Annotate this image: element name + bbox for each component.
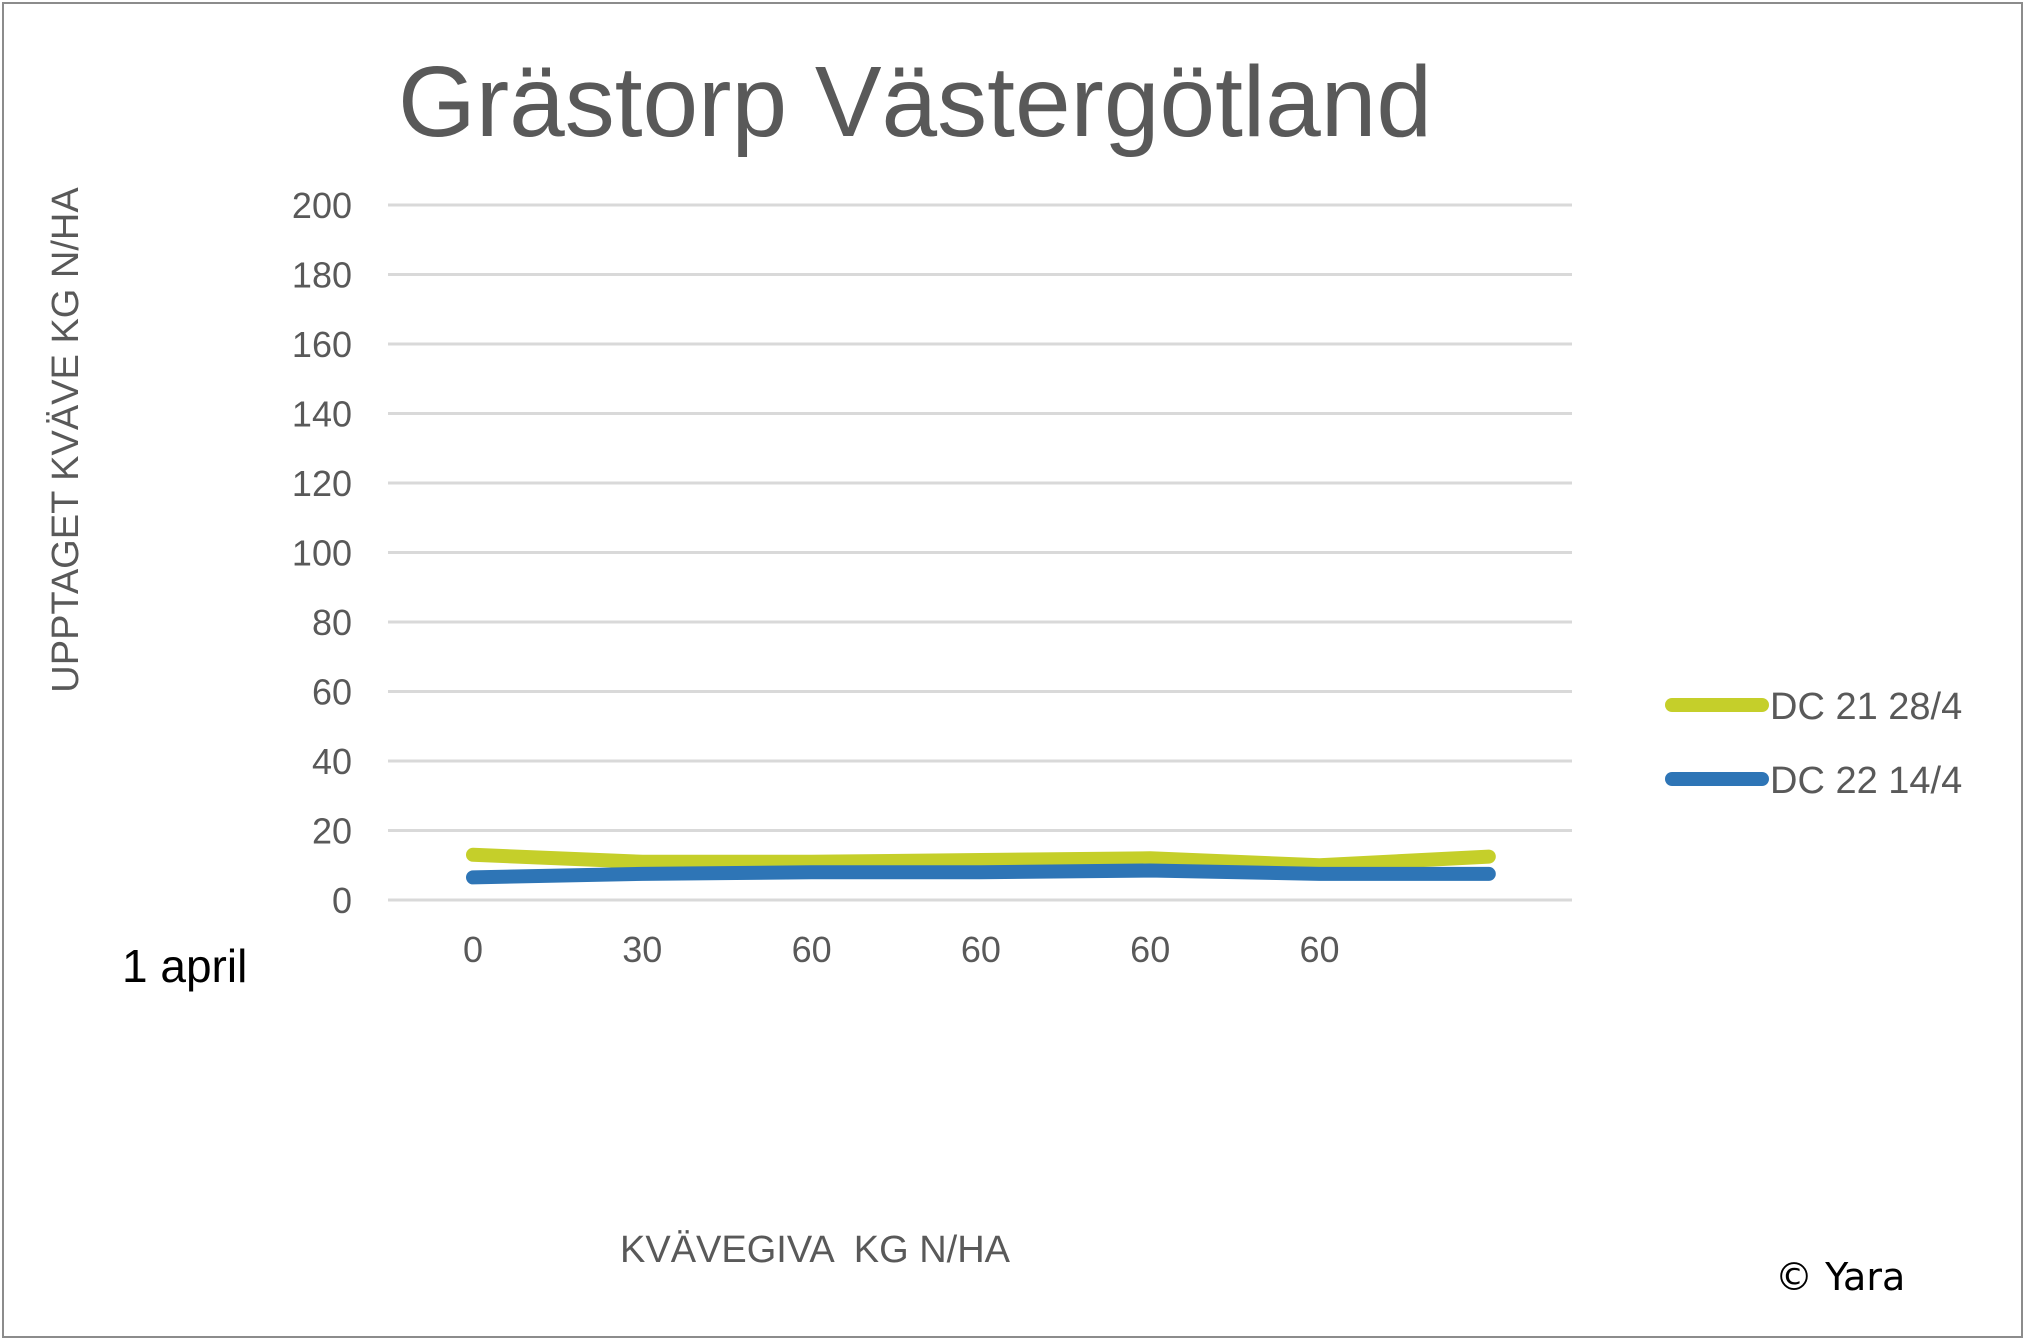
date-annotation: 1 april [122, 940, 247, 992]
x-tick-labels: 0 30 60 60 60 60 [463, 929, 1340, 970]
x-tick-label: 30 [622, 929, 662, 970]
x-tick-label: 60 [961, 929, 1001, 970]
y-tick-label: 80 [312, 602, 352, 643]
copyright-text: © Yara [1775, 1255, 1905, 1299]
series-line-2 [466, 863, 1496, 885]
x-tick-label: 60 [1299, 929, 1339, 970]
x-tick-label: 60 [792, 929, 832, 970]
y-tick-labels: 0 20 40 60 80 100 120 140 160 180 200 [292, 185, 352, 921]
y-tick-label: 60 [312, 672, 352, 713]
chart-title: Grästorp Västergötland [398, 46, 1432, 158]
series-lines [466, 847, 1496, 885]
x-tick-label: 60 [1130, 929, 1170, 970]
legend-label: DC 21 28/4 [1770, 686, 1962, 728]
gridlines [388, 203, 1572, 902]
y-tick-label: 100 [292, 533, 352, 574]
y-tick-label: 120 [292, 463, 352, 504]
y-tick-label: 180 [292, 255, 352, 296]
x-tick-label: 0 [463, 929, 483, 970]
y-tick-label: 20 [312, 811, 352, 852]
y-tick-label: 200 [292, 185, 352, 226]
x-axis-label: KVÄVEGIVA KG N/HA [620, 1229, 1011, 1271]
series-line-1 [466, 847, 1496, 873]
legend-label: DC 22 14/4 [1770, 760, 1962, 802]
legend: DC 21 28/4 DC 22 14/4 [1665, 686, 1962, 802]
y-tick-label: 0 [332, 880, 352, 921]
y-tick-label: 40 [312, 741, 352, 782]
y-axis-label: UPPTAGET KVÄVE KG N/HA [45, 187, 87, 693]
y-tick-label: 160 [292, 324, 352, 365]
y-tick-label: 140 [292, 394, 352, 435]
